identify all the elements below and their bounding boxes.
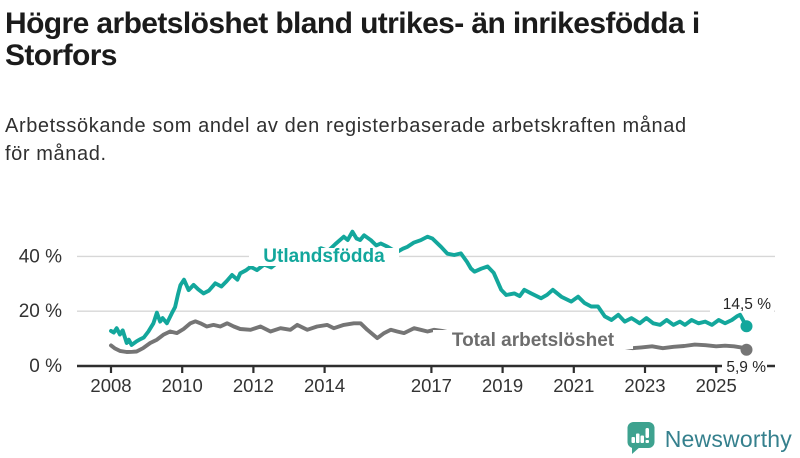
series-line-total-arbetsloshet [109, 319, 749, 354]
page-subtitle-line-2: för månad. [5, 143, 107, 165]
x-tick-label-2017: 2017 [411, 375, 452, 396]
series-line-utlandsfodda [109, 229, 749, 347]
x-tick-label-2012: 2012 [233, 375, 274, 396]
series-label-utlandsfodda: Utlandsfödda [263, 246, 385, 267]
newsworthy-brand-name: Newsworthy [664, 426, 792, 452]
y-tick-label-0: 0 % [29, 356, 62, 377]
x-tick-label-2021: 2021 [553, 375, 594, 396]
unemployment-line-chart: 2008 2010 2012 2014 2017 2019 2021 2023 2025 0 % 2… [19, 229, 775, 396]
series-label-bg-total-arbetsloshet [433, 330, 633, 349]
series-end-dot-utlandsfodda [740, 320, 753, 333]
end-value-label-bg-utlandsfodda [710, 295, 774, 312]
x-tick-label-2008: 2008 [90, 375, 131, 396]
end-value-label-utlandsfodda: 14,5 % [723, 296, 771, 313]
y-tick-label-20: 20 % [19, 301, 62, 322]
x-tick-label-2019: 2019 [482, 375, 523, 396]
end-value-label-total-arbetsloshet: 5,9 % [726, 359, 766, 376]
x-tick-label-2010: 2010 [162, 375, 203, 396]
page-title: Högre arbetslöshet bland utrikes- än inr… [5, 8, 794, 72]
page-title-line-2: Storfors [5, 39, 117, 72]
x-tick-label-2023: 2023 [624, 375, 665, 396]
page-subtitle: Arbetssökande som andel av den registerb… [5, 112, 794, 168]
page: { "header": { "title": "Högre arbetslösh… [0, 8, 800, 458]
page-subtitle-line-1: Arbetssökande som andel av den registerb… [5, 115, 687, 137]
x-tick-label-2014: 2014 [304, 375, 345, 396]
series-end-dot-total-arbetsloshet [740, 343, 753, 356]
y-tick-label-40: 40 % [19, 246, 62, 267]
newsworthy-logo[interactable]: Newsworthy [627, 421, 792, 455]
series-label-total-arbetsloshet: Total arbetslöshet [452, 330, 615, 351]
end-value-label-bg-total-arbetsloshet [722, 359, 767, 375]
x-tick-label-2025: 2025 [696, 375, 737, 396]
page-title-line-1: Högre arbetslöshet bland utrikes- än inr… [5, 7, 700, 40]
series-label-bg-utlandsfodda [249, 248, 399, 266]
